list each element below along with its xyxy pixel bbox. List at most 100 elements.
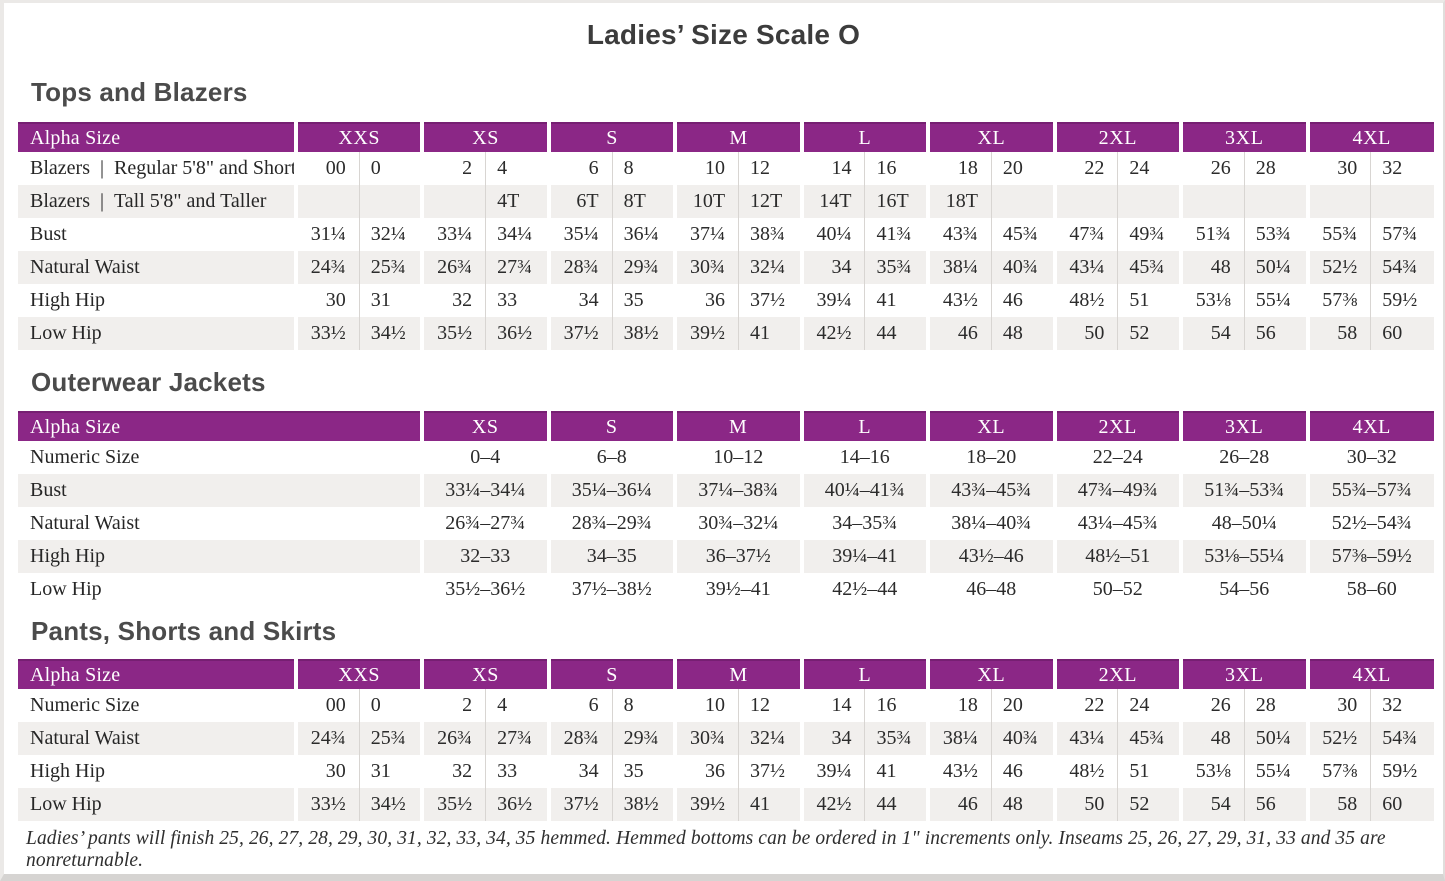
size-range-cell: 40¼–41¾ (799, 474, 928, 507)
row-label: Low Hip (18, 788, 296, 821)
size-column-header-3xl: 3XL (1179, 659, 1308, 689)
table-row: Numeric Size 00 0 2 4 6 8 10 12 14 16 18 20 22 24 26 28 3… (18, 689, 1434, 722)
size-value-cell: 40¼ (799, 218, 865, 251)
size-value-cell: 30 (1305, 152, 1371, 185)
size-column-header-4xl: 4XL (1305, 122, 1434, 152)
size-value-cell: 35¾ (864, 251, 929, 284)
size-value-cell: 51 (1117, 755, 1182, 788)
size-value-cell: 37½ (546, 317, 613, 350)
size-value-cell: 4 (485, 152, 549, 185)
size-column-header-3xl: 3XL (1179, 122, 1308, 152)
size-range-cell: 33¼–34¼ (420, 474, 549, 507)
size-value-cell: 43½ (926, 284, 992, 317)
size-value-cell: 39½ (673, 788, 739, 821)
size-value-cell: 33 (485, 284, 549, 317)
size-value-cell: 41 (738, 788, 802, 821)
size-column-header-xxs: XXS (293, 659, 423, 689)
size-range-cell: 30–32 (1305, 441, 1434, 474)
size-value-cell (1305, 185, 1371, 218)
size-value-cell: 43½ (926, 755, 992, 788)
row-label: Blazers | Tall 5'8" and Taller (18, 185, 296, 218)
size-value-cell: 38¼ (926, 722, 992, 755)
section-pants-shorts-skirts: Pants, Shorts and Skirts Alpha Size XXS XS… (4, 616, 1443, 821)
size-range-cell: 35½–36½ (420, 573, 549, 606)
row-label: High Hip (30, 760, 105, 782)
size-column-header-m: M (673, 122, 802, 152)
section-tops-and-blazers: Tops and Blazers Alpha Size XXS XS S M L XL 2XL… (4, 77, 1443, 350)
size-column-header-m: M (673, 659, 802, 689)
size-value-cell: 47¾ (1052, 218, 1118, 251)
size-value-cell: 4T (485, 185, 549, 218)
size-range-cell: 18–20 (926, 441, 1055, 474)
size-value-cell: 0 (358, 689, 423, 722)
size-value-cell: 10 (673, 689, 739, 722)
row-label: Natural Waist (18, 251, 296, 284)
size-value-cell: 44 (864, 317, 929, 350)
table-row: Bust 33¼–34¼ 35¼–36¼ 37¼–38¾ 40¼–41¾ 43¾–45¾ 4… (18, 474, 1434, 507)
size-value-cell: 54 (1179, 788, 1245, 821)
size-value-cell: 33½ (293, 788, 360, 821)
outerwear-jackets-table: Alpha Size XS S M L XL 2XL 3XL 4XL Numeric Size 0–… (18, 411, 1434, 606)
size-value-cell: 43¼ (1052, 722, 1118, 755)
size-value-cell: 32 (420, 755, 486, 788)
size-column-header-l: L (799, 659, 929, 689)
size-value-cell: 35¼ (546, 218, 613, 251)
size-value-cell: 38¾ (738, 218, 802, 251)
size-value-cell: 12 (738, 152, 802, 185)
size-value-cell: 26 (1179, 152, 1245, 185)
row-label: Bust (30, 223, 67, 245)
section-heading-tops-and-blazers: Tops and Blazers (31, 77, 248, 107)
size-value-cell: 32 (420, 284, 486, 317)
size-value-cell: 54 (1179, 317, 1245, 350)
size-range-cell: 43½–46 (926, 540, 1055, 573)
size-column-header-xs: XS (420, 122, 549, 152)
size-value-cell: 36 (673, 755, 739, 788)
header-row: Alpha Size XXS XS S M L XL 2XL 3XL 4XL (18, 122, 1434, 152)
size-range-cell: 26¾–27¾ (420, 507, 549, 540)
size-value-cell: 45¾ (990, 218, 1055, 251)
size-range-cell: 14–16 (799, 441, 928, 474)
size-value-cell: 34½ (358, 788, 423, 821)
size-range-cell: 0–4 (420, 441, 549, 474)
size-range-cell: 26–28 (1179, 441, 1308, 474)
row-label: Low Hip (30, 578, 102, 600)
row-label: High Hip (30, 289, 105, 311)
size-column-header-2xl: 2XL (1052, 122, 1182, 152)
size-value-cell: 27¾ (485, 722, 549, 755)
size-value-cell: 8 (611, 152, 676, 185)
table-row: Blazers | Tall 5'8" and Taller 4T 6T 8T 10T 1… (18, 185, 1434, 218)
size-value-cell: 48½ (1052, 284, 1118, 317)
size-column-header-xl: XL (926, 659, 1055, 689)
row-label: Bust (18, 474, 422, 507)
size-value-cell: 28¾ (546, 722, 613, 755)
size-column-header-2xl: 2XL (1052, 411, 1181, 441)
size-range-cell: 52½–54¾ (1305, 507, 1434, 540)
size-value-cell: 32¼ (738, 251, 802, 284)
size-range-cell: 42½–44 (799, 573, 928, 606)
size-value-cell: 10T (673, 185, 739, 218)
row-label: Low Hip (18, 317, 296, 350)
table-row: High Hip 32–33 34–35 36–37½ 39¼–41 43½–46 48½–… (18, 540, 1434, 573)
size-value-cell: 48 (990, 317, 1055, 350)
size-range-cell: 48½–51 (1052, 540, 1181, 573)
size-value-cell: 52½ (1305, 722, 1371, 755)
table-row: Blazers | Regular 5'8" and Shorter 00 0 2 4 6… (18, 152, 1434, 185)
size-column-header-m: M (673, 411, 802, 441)
size-value-cell: 58 (1305, 788, 1371, 821)
size-value-cell: 34¼ (485, 218, 549, 251)
size-value-cell: 35 (611, 284, 676, 317)
size-value-cell: 34½ (358, 317, 423, 350)
size-range-cell: 53⅛–55¼ (1179, 540, 1308, 573)
size-range-cell: 43¼–45¾ (1052, 507, 1181, 540)
section-outerwear-jackets: Outerwear Jackets Alpha Size XS S M L XL 2XL 3X… (4, 367, 1443, 606)
size-value-cell: 10 (673, 152, 739, 185)
size-value-cell: 4 (485, 689, 549, 722)
size-value-cell: 36½ (485, 788, 549, 821)
table-row: High Hip 30 31 32 33 34 35 36 37½ 39¼ 41 43½ 46 48½ 51… (18, 284, 1434, 317)
alpha-size-header: Alpha Size (18, 411, 422, 441)
size-value-cell: 18T (926, 185, 992, 218)
size-value-cell: 30 (293, 284, 360, 317)
size-value-cell: 29¾ (611, 722, 676, 755)
size-value-cell: 37½ (738, 284, 802, 317)
size-value-cell: 22 (1052, 689, 1118, 722)
